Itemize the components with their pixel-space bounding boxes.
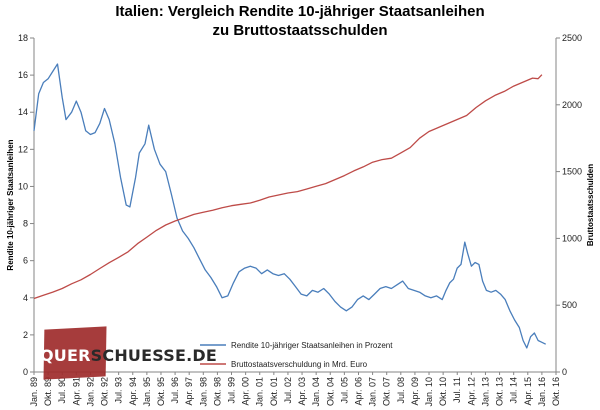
logo-text-part-1: QUER [40, 346, 91, 365]
right-tick-label: 2500 [562, 33, 582, 43]
x-tick-label: Jan. 10 [424, 377, 434, 407]
right-tick-label: 500 [562, 300, 577, 310]
x-tick-label: Okt. 13 [495, 377, 505, 406]
x-tick-label: Okt. 95 [156, 377, 166, 406]
series-line-schulden [33, 74, 543, 300]
x-tick-label: Jul. 93 [114, 377, 124, 404]
logo-text: QUERSCHUESSE.DE [40, 346, 217, 365]
x-tick-label: Okt. 16 [551, 377, 561, 406]
x-tick-label: Okt. 07 [382, 377, 392, 406]
x-tick-label: Jan. 95 [142, 377, 152, 407]
x-tick-label: Jan. 13 [480, 377, 490, 407]
x-tick-label: Okt. 98 [212, 377, 222, 406]
axis-labels: 0 2 4 6 8 10 12 14 16 18 0 500 1000 1500 2000 2500 Jan. … [6, 33, 595, 407]
x-tick-label: Jul. 08 [396, 377, 406, 404]
x-tick-label: Okt. 10 [438, 377, 448, 406]
x-tick-label: Jan. 04 [311, 377, 321, 407]
x-tick-label: Okt. 92 [100, 377, 110, 406]
left-axis-title: Rendite 10-jähriger Staatsanleihen [6, 139, 15, 270]
left-tick-label: 8 [23, 219, 28, 229]
x-tick-label: Jan. 92 [85, 377, 95, 407]
x-tick-label: Apr. 09 [410, 377, 420, 406]
left-tick-label: 12 [18, 144, 28, 154]
legend-label-rendite: Rendite 10-jähriger Staatsanleihen in Pr… [231, 341, 393, 350]
x-tick-label: Apr. 12 [466, 377, 476, 406]
legend-label-schulden: Bruttostaatsverschuldung in Mrd. Euro [231, 360, 368, 369]
x-tick-label: Apr. 03 [297, 377, 307, 406]
left-tick-label: 2 [23, 330, 28, 340]
x-tick-label: Okt. 04 [325, 377, 335, 406]
x-tick-label: Jan. 07 [368, 377, 378, 407]
left-tick-label: 18 [18, 33, 28, 43]
x-tick-label: Apr. 15 [523, 377, 533, 406]
x-tick-label: Jan. 16 [537, 377, 547, 407]
axes [30, 37, 560, 375]
x-tick-label: Apr. 91 [71, 377, 81, 406]
right-tick-label: 0 [562, 367, 567, 377]
x-tick-label: Jul. 99 [227, 377, 237, 404]
legend: Rendite 10-jähriger Staatsanleihen in Pr… [200, 341, 393, 369]
left-tick-label: 0 [23, 367, 28, 377]
x-tick-label: Jul. 02 [283, 377, 293, 404]
left-tick-label: 10 [18, 181, 28, 191]
x-tick-label: Apr. 97 [184, 377, 194, 406]
x-tick-label: Jul. 11 [452, 377, 462, 403]
series-layer [33, 63, 546, 349]
series-line-rendite [33, 63, 546, 349]
chart-title-line-1: Italien: Vergleich Rendite 10-jähriger S… [115, 3, 485, 20]
x-tick-label: Apr. 00 [241, 377, 251, 406]
left-tick-label: 4 [23, 293, 28, 303]
left-tick-label: 16 [18, 70, 28, 80]
chart-title-line-2: zu Bruttostaatsschulden [212, 22, 388, 39]
x-tick-label: Jan. 98 [198, 377, 208, 407]
right-axis-title: Bruttostaatsschulden [586, 164, 595, 246]
x-tick-label: Apr. 94 [128, 377, 138, 406]
right-tick-label: 2000 [562, 100, 582, 110]
x-tick-label: Jan. 01 [255, 377, 265, 407]
right-tick-label: 1500 [562, 167, 582, 177]
x-tick-label: Jul. 14 [509, 377, 519, 404]
x-tick-label: Okt. 01 [269, 377, 279, 406]
logo-text-part-2: SCHUESSE.DE [90, 346, 217, 365]
watermark-logo: QUERSCHUESSE.DE [36, 326, 236, 380]
x-tick-label: Apr. 06 [353, 377, 363, 406]
x-tick-label: Jan. 89 [29, 377, 39, 407]
x-tick-label: Jul. 96 [170, 377, 180, 404]
right-tick-label: 1000 [562, 233, 582, 243]
x-tick-label: Okt. 89 [43, 377, 53, 406]
chart-title: Italien: Vergleich Rendite 10-jähriger S… [0, 2, 600, 40]
left-tick-label: 6 [23, 256, 28, 266]
x-tick-label: Jul. 90 [57, 377, 67, 404]
left-tick-label: 14 [18, 107, 28, 117]
x-tick-label: Jul. 05 [339, 377, 349, 404]
